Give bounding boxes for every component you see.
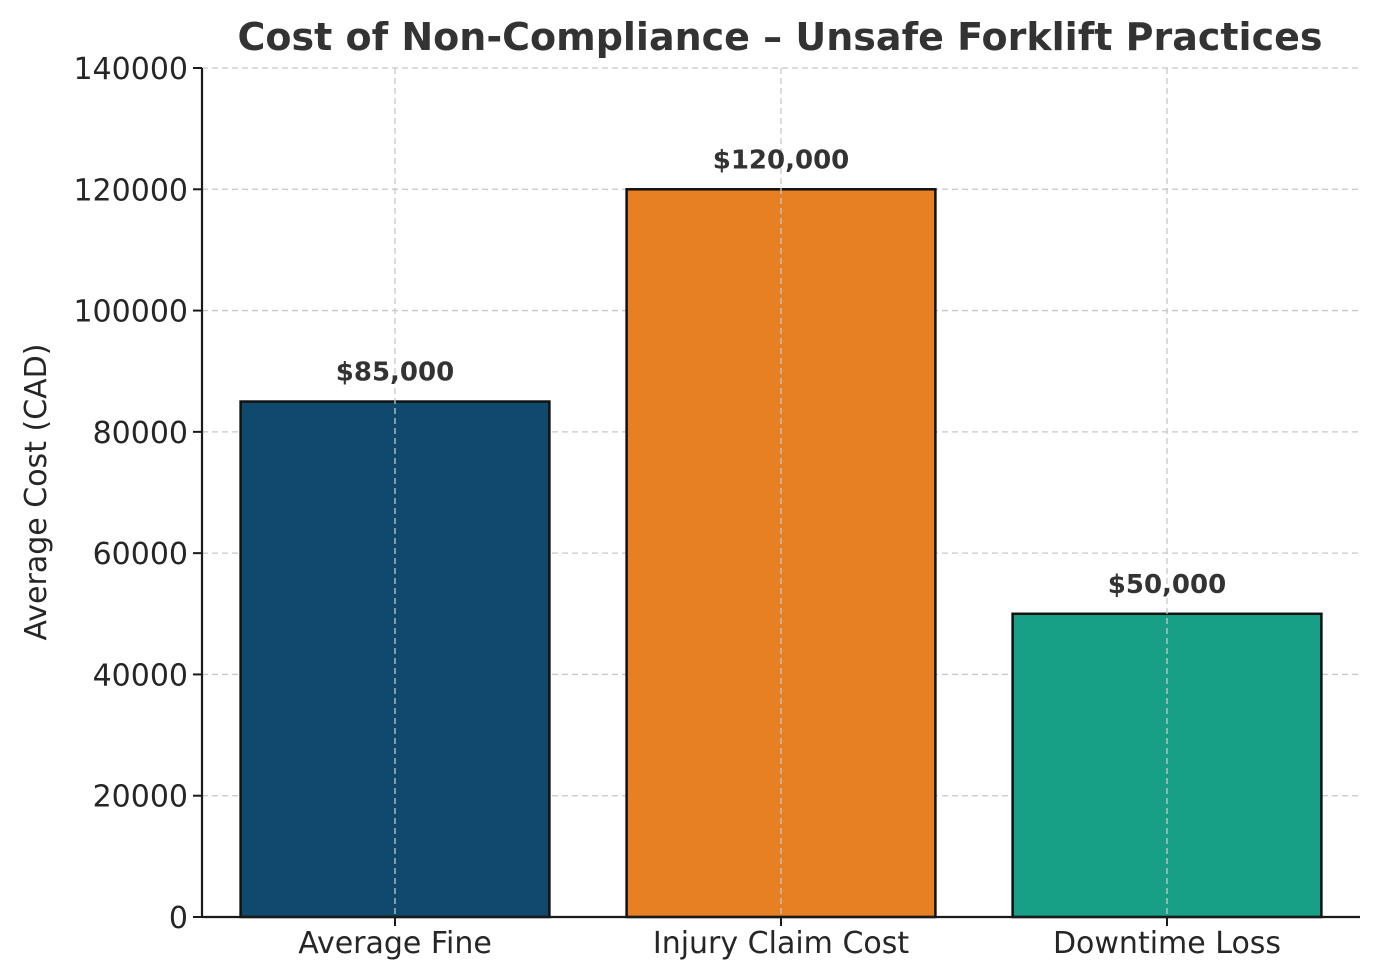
y-tick-label: 40000 — [93, 658, 188, 693]
y-tick-label: 0 — [169, 901, 188, 936]
y-tick-label: 80000 — [93, 416, 188, 451]
x-tick-label: Downtime Loss — [1053, 926, 1281, 961]
bar-value-label: $85,000 — [336, 358, 454, 388]
bar-value-label: $50,000 — [1108, 570, 1226, 600]
y-tick-label: 120000 — [73, 173, 188, 208]
ticks-layer: 0 20000 40000 60000 80000 100000 120000 140000 A… — [73, 52, 1281, 961]
vertical-grid-layer — [394, 68, 1168, 917]
chart-title: Cost of Non-Compliance – Unsafe Forklift… — [238, 15, 1323, 59]
data-labels-layer: $85,000 $120,000 $50,000 — [336, 145, 1226, 600]
x-tick-label: Average Fine — [298, 926, 492, 961]
y-tick-label: 100000 — [73, 295, 188, 330]
bar-value-label: $120,000 — [713, 145, 850, 175]
y-tick-label: 20000 — [93, 780, 188, 815]
y-axis-label: Average Cost (CAD) — [19, 344, 54, 641]
y-tick-label: 140000 — [73, 52, 188, 87]
y-tick-label: 60000 — [93, 537, 188, 572]
x-tick-label: Injury Claim Cost — [653, 926, 910, 961]
